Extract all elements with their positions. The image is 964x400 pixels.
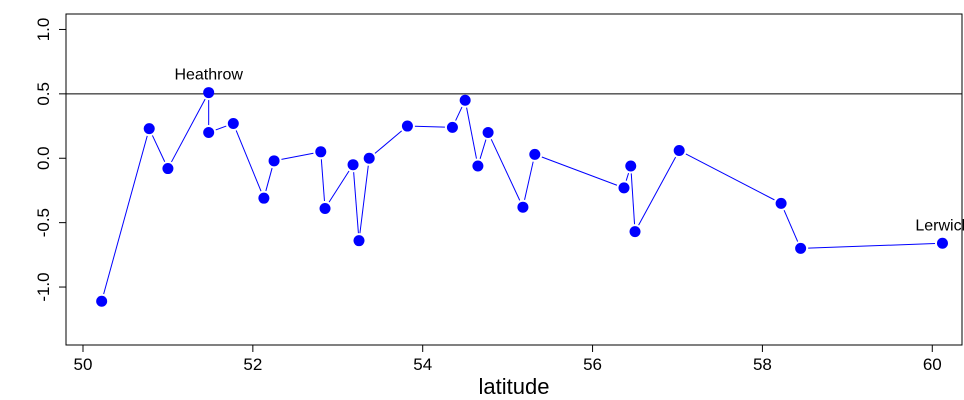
point-annotation: Lerwick bbox=[915, 217, 964, 234]
series-line-group bbox=[103, 98, 935, 295]
y-tick-label: 1.0 bbox=[34, 18, 53, 42]
data-point bbox=[529, 148, 541, 160]
series-segment bbox=[808, 243, 935, 249]
series-segment bbox=[353, 172, 359, 234]
data-point bbox=[517, 201, 529, 213]
x-tick-label: 52 bbox=[243, 355, 262, 374]
data-point bbox=[482, 126, 494, 138]
data-point bbox=[96, 295, 108, 307]
series-segment bbox=[215, 125, 227, 131]
series-segment bbox=[479, 139, 487, 159]
plot-frame bbox=[65, 13, 963, 346]
series-segment bbox=[524, 161, 534, 200]
data-point bbox=[795, 242, 807, 254]
data-point bbox=[936, 237, 948, 249]
series-segment bbox=[235, 130, 262, 192]
series-segment bbox=[265, 167, 273, 192]
x-tick-label: 54 bbox=[413, 355, 432, 374]
data-point bbox=[775, 197, 787, 209]
data-point bbox=[673, 145, 685, 157]
x-tick-label: 60 bbox=[923, 355, 942, 374]
series-segment bbox=[281, 152, 314, 160]
data-point bbox=[472, 160, 484, 172]
y-tick-label: -0.5 bbox=[34, 208, 53, 237]
x-tick-label: 56 bbox=[583, 355, 602, 374]
data-point bbox=[353, 235, 365, 247]
data-point bbox=[629, 226, 641, 238]
series-segment bbox=[638, 156, 677, 226]
series-segment bbox=[103, 135, 148, 295]
series-segment bbox=[625, 172, 630, 181]
y-tick-label: 0.5 bbox=[34, 82, 53, 106]
series-segment bbox=[320, 159, 325, 202]
data-point bbox=[363, 152, 375, 164]
series-segment bbox=[359, 165, 369, 234]
data-point bbox=[347, 159, 359, 171]
annotations-group: Heathrow Lerwick bbox=[174, 67, 964, 235]
data-point bbox=[625, 160, 637, 172]
data-point bbox=[315, 146, 327, 158]
data-point bbox=[446, 121, 458, 133]
series-segment bbox=[783, 210, 799, 242]
data-point bbox=[162, 163, 174, 175]
series-segment bbox=[490, 139, 521, 201]
series-segment bbox=[630, 173, 636, 225]
series-segment bbox=[151, 135, 166, 162]
data-point bbox=[203, 87, 215, 99]
series-segment bbox=[374, 130, 403, 154]
y-tick-label: 0.0 bbox=[34, 146, 53, 170]
series-segment bbox=[328, 170, 350, 203]
data-point bbox=[227, 117, 239, 129]
data-point bbox=[401, 120, 413, 132]
x-tick-label: 58 bbox=[753, 355, 772, 374]
data-point bbox=[143, 123, 155, 135]
series-segment bbox=[455, 106, 463, 121]
data-point bbox=[618, 182, 630, 194]
data-point bbox=[319, 202, 331, 214]
data-point bbox=[268, 155, 280, 167]
series-segment bbox=[414, 125, 445, 128]
series-points-group bbox=[96, 87, 948, 307]
series-segment bbox=[685, 153, 775, 201]
x-axis: 50 52 54 56 58 60 bbox=[74, 345, 942, 374]
series-segment bbox=[466, 107, 477, 159]
y-axis: -1.0 -0.5 0.0 0.5 1.0 bbox=[34, 18, 66, 302]
point-annotation: Heathrow bbox=[174, 67, 243, 84]
series-segment bbox=[171, 98, 206, 163]
x-axis-title: latitude bbox=[479, 374, 550, 399]
y-tick-label: -1.0 bbox=[34, 272, 53, 301]
series-segment bbox=[541, 156, 618, 186]
data-point bbox=[459, 94, 471, 106]
data-point bbox=[203, 126, 215, 138]
data-point bbox=[258, 192, 270, 204]
x-tick-label: 50 bbox=[74, 355, 93, 374]
